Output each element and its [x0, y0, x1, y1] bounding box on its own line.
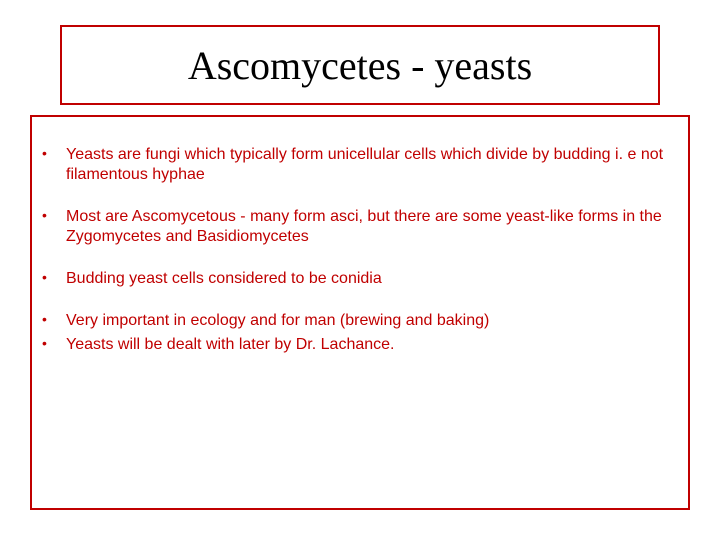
list-item: • Very important in ecology and for man … — [42, 311, 682, 331]
bullet-icon: • — [42, 269, 66, 287]
bullet-text: Yeasts will be dealt with later by Dr. L… — [66, 335, 682, 355]
bullet-text: Most are Ascomycetous - many form asci, … — [66, 207, 682, 247]
bullet-text: Yeasts are fungi which typically form un… — [66, 145, 682, 185]
title-box: Ascomycetes - yeasts — [60, 25, 660, 105]
list-item: • Yeasts will be dealt with later by Dr.… — [42, 335, 682, 355]
bullet-icon: • — [42, 311, 66, 329]
slide-title: Ascomycetes - yeasts — [188, 42, 532, 89]
bullet-icon: • — [42, 145, 66, 163]
bullet-text: Budding yeast cells considered to be con… — [66, 269, 682, 289]
bullet-icon: • — [42, 335, 66, 353]
list-item: • Budding yeast cells considered to be c… — [42, 269, 682, 289]
bullet-icon: • — [42, 207, 66, 225]
bullet-list: • Yeasts are fungi which typically form … — [42, 145, 682, 377]
list-item: • Most are Ascomycetous - many form asci… — [42, 207, 682, 247]
list-item: • Yeasts are fungi which typically form … — [42, 145, 682, 185]
bullet-text: Very important in ecology and for man (b… — [66, 311, 682, 331]
